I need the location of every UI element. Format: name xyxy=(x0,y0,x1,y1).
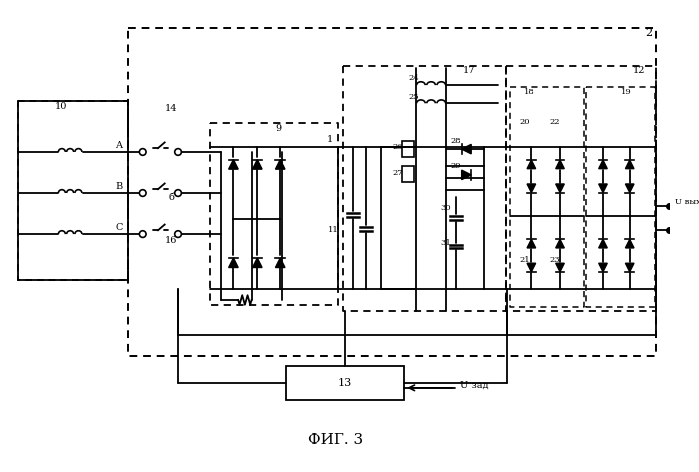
Polygon shape xyxy=(461,144,471,154)
Text: 19: 19 xyxy=(621,88,631,96)
Text: 29: 29 xyxy=(451,162,461,170)
Polygon shape xyxy=(527,160,535,169)
Polygon shape xyxy=(626,160,634,169)
Polygon shape xyxy=(527,263,535,272)
Polygon shape xyxy=(461,170,471,180)
Text: ФИГ. 3: ФИГ. 3 xyxy=(308,433,363,447)
Text: 18: 18 xyxy=(524,88,535,96)
Text: 28: 28 xyxy=(451,136,461,144)
Text: 20: 20 xyxy=(519,118,530,126)
Text: 23: 23 xyxy=(550,256,561,264)
Circle shape xyxy=(139,231,146,237)
Text: 22: 22 xyxy=(550,118,561,126)
Text: B: B xyxy=(115,182,122,191)
Text: 9: 9 xyxy=(275,124,282,133)
Polygon shape xyxy=(556,239,564,248)
Polygon shape xyxy=(598,184,607,193)
Text: 21: 21 xyxy=(519,256,530,264)
Text: 14: 14 xyxy=(165,104,178,113)
Polygon shape xyxy=(598,160,607,169)
Circle shape xyxy=(175,149,181,155)
Text: 2: 2 xyxy=(645,27,652,38)
Text: 26: 26 xyxy=(392,143,403,151)
Text: U зад: U зад xyxy=(460,380,488,389)
Polygon shape xyxy=(556,263,564,272)
Polygon shape xyxy=(598,239,607,248)
Text: 13: 13 xyxy=(338,378,352,388)
Polygon shape xyxy=(626,184,634,193)
Text: 30: 30 xyxy=(440,204,451,212)
Polygon shape xyxy=(229,160,238,169)
Text: 27: 27 xyxy=(392,169,403,177)
Polygon shape xyxy=(527,239,535,248)
Polygon shape xyxy=(252,258,262,268)
Bar xyxy=(286,366,404,400)
Polygon shape xyxy=(556,160,564,169)
Text: 31: 31 xyxy=(440,239,451,247)
Text: 1: 1 xyxy=(326,135,333,144)
Circle shape xyxy=(139,149,146,155)
Text: 25: 25 xyxy=(409,93,419,101)
Text: 11: 11 xyxy=(329,226,339,234)
Polygon shape xyxy=(527,184,535,193)
Text: 24: 24 xyxy=(408,75,419,83)
Text: б: б xyxy=(168,194,174,202)
Polygon shape xyxy=(252,160,262,169)
Polygon shape xyxy=(275,258,285,268)
Polygon shape xyxy=(626,239,634,248)
Text: U вых: U вых xyxy=(675,198,699,206)
Circle shape xyxy=(175,231,181,237)
Circle shape xyxy=(175,190,181,196)
Polygon shape xyxy=(598,263,607,272)
Polygon shape xyxy=(626,263,634,272)
Text: 17: 17 xyxy=(463,66,475,76)
Text: 10: 10 xyxy=(55,101,67,110)
Bar xyxy=(403,142,414,157)
Text: 16: 16 xyxy=(165,236,178,245)
Polygon shape xyxy=(556,184,564,193)
Text: C: C xyxy=(115,223,122,232)
Polygon shape xyxy=(275,160,285,169)
Circle shape xyxy=(139,190,146,196)
Bar xyxy=(403,166,414,182)
Text: A: A xyxy=(115,141,122,150)
Text: 12: 12 xyxy=(633,66,645,76)
Polygon shape xyxy=(229,258,238,268)
